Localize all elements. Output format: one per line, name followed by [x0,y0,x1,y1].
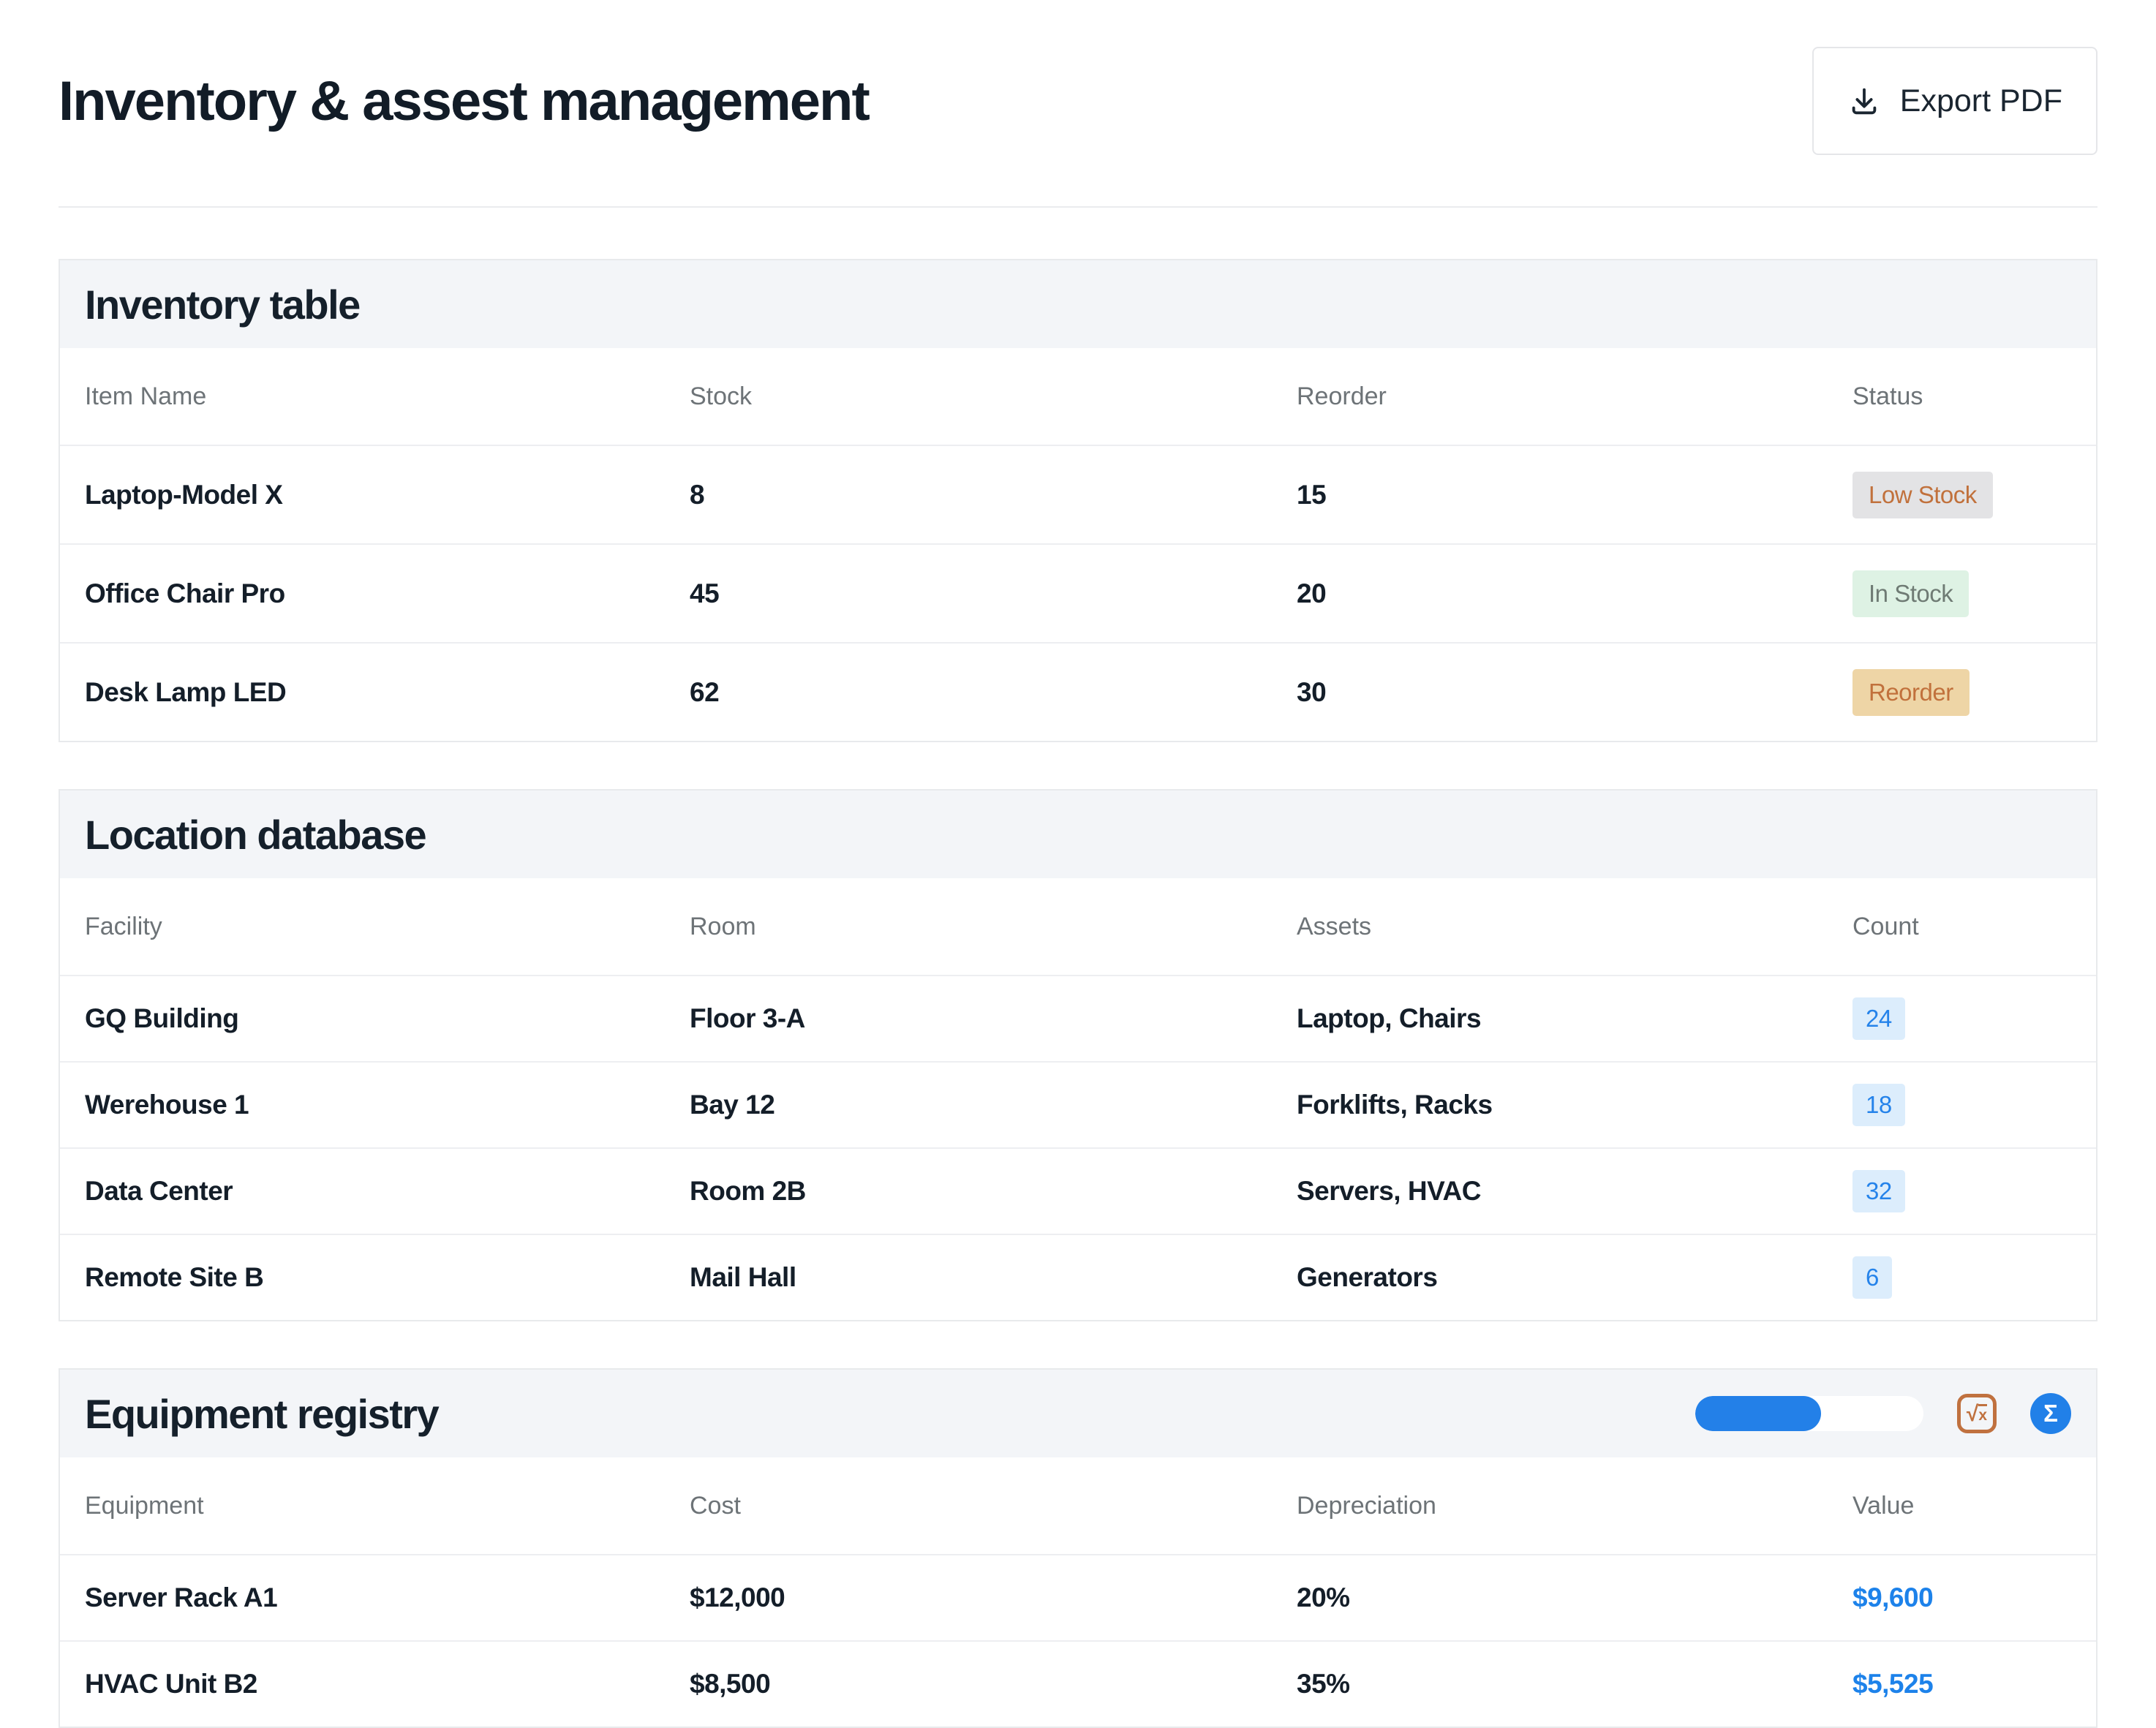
location-database-card: Location database Facility Room Assets C… [59,789,2097,1321]
inventory-rows: Laptop-Model X 8 15 Low Stock Office Cha… [60,445,2096,741]
column-header-value: Value [1852,1492,2071,1520]
cell-item-name: Desk Lamp LED [85,677,690,708]
location-section-header: Location database [60,791,2096,878]
table-row: Desk Lamp LED 62 30 Reorder [60,642,2096,741]
cell-cost: $8,500 [690,1669,1297,1699]
cell-depreciation: 20% [1297,1582,1852,1613]
cell-room: Room 2B [690,1176,1297,1207]
cell-status: Low Stock [1852,472,2071,518]
cell-cost: $12,000 [690,1582,1297,1613]
location-section-title: Location database [85,811,426,859]
cell-room: Bay 12 [690,1090,1297,1120]
cell-value: $9,600 [1852,1582,2071,1613]
cell-value: $5,525 [1852,1669,2071,1699]
column-header-room: Room [690,913,1297,941]
cell-assets: Generators [1297,1262,1852,1293]
count-badge: 6 [1852,1256,1892,1299]
export-pdf-label: Export PDF [1900,83,2062,119]
header-divider [59,206,2097,208]
download-icon [1847,84,1881,118]
column-header-equipment: Equipment [85,1492,690,1520]
cell-facility: Data Center [85,1176,690,1207]
column-header-depreciation: Depreciation [1297,1492,1852,1520]
sigma-icon: Σ [2043,1400,2058,1427]
status-badge: Low Stock [1852,472,1993,518]
column-header-reorder: Reorder [1297,382,1852,411]
sqrt-x-icon: √ [1967,1403,1978,1425]
cell-status: Reorder [1852,669,2071,716]
value-text: $5,525 [1852,1669,1933,1699]
inventory-section-header: Inventory table [60,260,2096,348]
progress-bar [1695,1396,1923,1431]
equipment-column-headers: Equipment Cost Depreciation Value [60,1457,2096,1554]
table-row: HVAC Unit B2 $8,500 35% $5,525 [60,1640,2096,1727]
sqrt-x-button[interactable]: √x [1957,1394,1997,1433]
table-row: Office Chair Pro 45 20 In Stock [60,543,2096,642]
sqrt-x-operand: x [1978,1404,1987,1425]
cell-stock: 45 [690,578,1297,609]
cell-status: In Stock [1852,570,2071,617]
value-text: $9,600 [1852,1582,1933,1612]
cell-stock: 8 [690,480,1297,510]
location-column-headers: Facility Room Assets Count [60,878,2096,975]
cell-reorder: 20 [1297,578,1852,609]
inventory-section-title: Inventory table [85,281,360,328]
table-row: Data Center Room 2B Servers, HVAC 32 [60,1147,2096,1234]
table-row: Remote Site B Mail Hall Generators 6 [60,1234,2096,1320]
cell-count: 18 [1852,1084,2071,1126]
count-badge: 24 [1852,997,1905,1040]
page-header: Inventory & assest management Export PDF [59,0,2097,155]
count-badge: 18 [1852,1084,1905,1126]
sigma-button[interactable]: Σ [2030,1393,2071,1434]
cell-count: 32 [1852,1170,2071,1212]
page: Inventory & assest management Export PDF… [0,0,2156,1728]
cell-facility: Werehouse 1 [85,1090,690,1120]
cell-room: Mail Hall [690,1262,1297,1293]
cell-depreciation: 35% [1297,1669,1852,1699]
export-pdf-button[interactable]: Export PDF [1812,47,2097,155]
column-header-stock: Stock [690,382,1297,411]
column-header-count: Count [1852,913,2071,941]
cell-room: Floor 3-A [690,1003,1297,1034]
cell-equipment: Server Rack A1 [85,1582,690,1613]
cell-equipment: HVAC Unit B2 [85,1669,690,1699]
equipment-section-header: Equipment registry √x Σ [60,1370,2096,1457]
cell-reorder: 30 [1297,677,1852,708]
count-badge: 32 [1852,1170,1905,1212]
equipment-section-title: Equipment registry [85,1390,438,1438]
status-badge: In Stock [1852,570,1969,617]
cell-assets: Forklifts, Racks [1297,1090,1852,1120]
cell-item-name: Office Chair Pro [85,578,690,609]
column-header-assets: Assets [1297,913,1852,941]
column-header-status: Status [1852,382,2071,411]
column-header-cost: Cost [690,1492,1297,1520]
page-title: Inventory & assest management [59,69,869,133]
status-badge: Reorder [1852,669,1970,716]
location-rows: GQ Building Floor 3-A Laptop, Chairs 24 … [60,975,2096,1320]
equipment-registry-card: Equipment registry √x Σ Equipment Cost D… [59,1368,2097,1728]
table-row: Laptop-Model X 8 15 Low Stock [60,445,2096,543]
progress-bar-fill [1695,1396,1821,1431]
inventory-column-headers: Item Name Stock Reorder Status [60,348,2096,445]
cell-item-name: Laptop-Model X [85,480,690,510]
cell-stock: 62 [690,677,1297,708]
cell-count: 24 [1852,997,2071,1040]
equipment-rows: Server Rack A1 $12,000 20% $9,600 HVAC U… [60,1554,2096,1727]
cell-assets: Laptop, Chairs [1297,1003,1852,1034]
cell-reorder: 15 [1297,480,1852,510]
inventory-table-card: Inventory table Item Name Stock Reorder … [59,259,2097,742]
table-row: Server Rack A1 $12,000 20% $9,600 [60,1554,2096,1640]
table-row: Werehouse 1 Bay 12 Forklifts, Racks 18 [60,1061,2096,1147]
cell-count: 6 [1852,1256,2071,1299]
cell-assets: Servers, HVAC [1297,1176,1852,1207]
equipment-toolbar: √x Σ [1695,1393,2071,1434]
cell-facility: Remote Site B [85,1262,690,1293]
column-header-item-name: Item Name [85,382,690,411]
column-header-facility: Facility [85,913,690,941]
table-row: GQ Building Floor 3-A Laptop, Chairs 24 [60,975,2096,1061]
cell-facility: GQ Building [85,1003,690,1034]
